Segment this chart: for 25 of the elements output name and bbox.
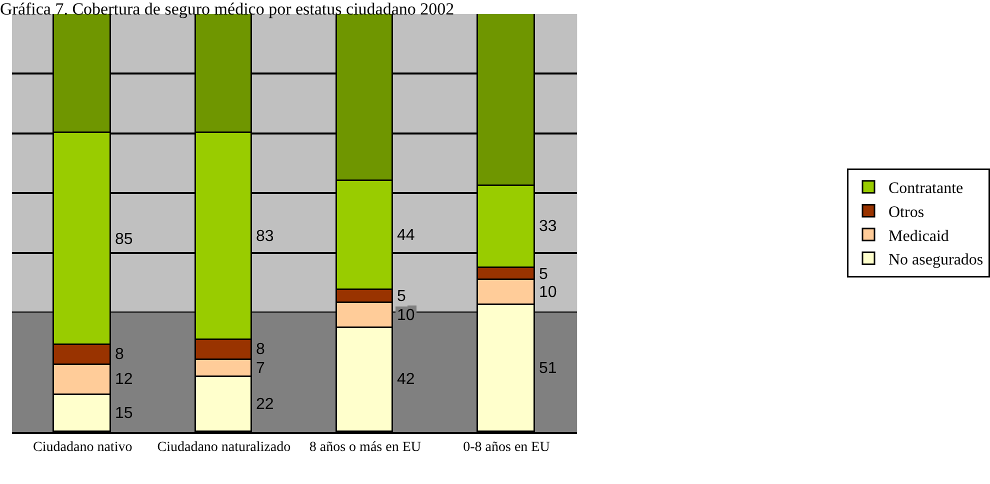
data-label: 85 — [115, 231, 133, 248]
data-label: 51 — [539, 360, 557, 377]
data-label: 15 — [115, 405, 133, 422]
x-tick-label: Ciudadano nativo — [33, 440, 132, 455]
data-label: 10 — [397, 307, 415, 324]
data-label: 22 — [256, 396, 274, 413]
data-label: 8 — [256, 341, 265, 358]
legend-label: Medicaid — [888, 228, 949, 245]
data-label: 44 — [397, 227, 415, 244]
legend-label: Contratante — [888, 180, 964, 198]
data-label: 5 — [397, 288, 406, 305]
x-tick-label: 8 años o más en EU — [309, 440, 421, 455]
data-label: 5 — [539, 266, 548, 283]
x-tick-label: Ciudadano naturalizado — [157, 440, 291, 455]
data-label: 12 — [115, 371, 133, 388]
data-label: 10 — [539, 284, 557, 301]
x-tick-label: 0-8 años en EU — [463, 440, 550, 455]
data-label: 7 — [256, 360, 265, 377]
data-label: 33 — [539, 218, 557, 235]
data-label: 8 — [115, 346, 124, 363]
data-label: 42 — [397, 371, 415, 388]
data-label: 83 — [256, 228, 274, 245]
chart-title: Gráfica 7. Cobertura de seguro médico por estatus ciudadano 2002 — [0, 0, 454, 18]
legend-label: No asegurados — [888, 252, 984, 269]
legend-label: Otros — [888, 204, 924, 221]
